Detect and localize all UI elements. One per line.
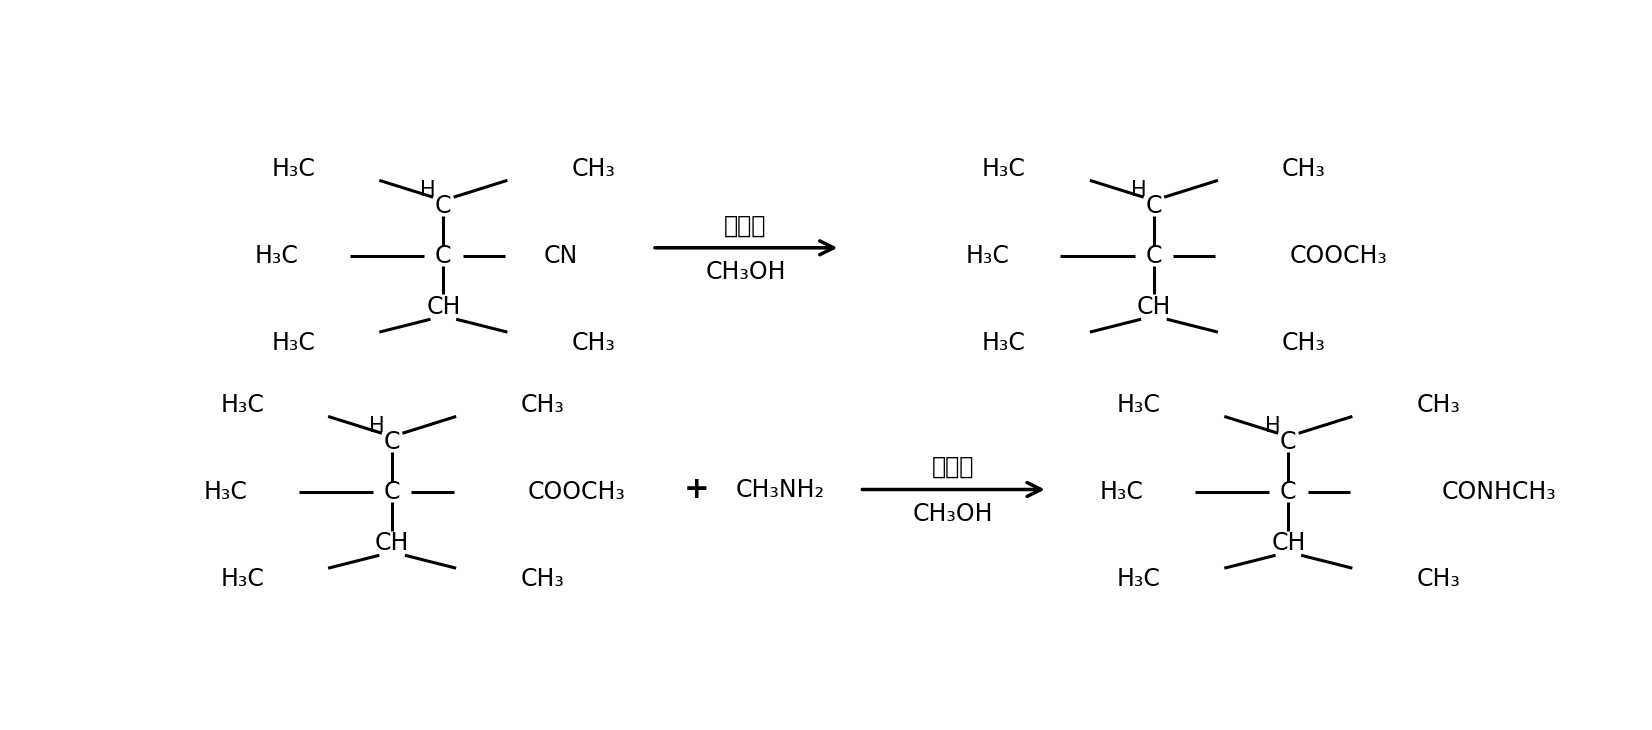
Text: CONHCH₃: CONHCH₃ <box>1442 480 1556 504</box>
Text: COOCH₃: COOCH₃ <box>529 480 626 504</box>
Text: CH₃: CH₃ <box>572 157 615 181</box>
Text: 却化剂: 却化剂 <box>724 213 767 237</box>
Text: CH: CH <box>1137 295 1171 319</box>
Text: H₃C: H₃C <box>1100 480 1143 504</box>
Text: H₃C: H₃C <box>1117 567 1160 591</box>
Text: CH: CH <box>426 295 461 319</box>
Text: CH₃: CH₃ <box>1282 157 1327 181</box>
Text: C: C <box>383 480 400 504</box>
Text: COOCH₃: COOCH₃ <box>1290 245 1388 268</box>
Text: CH₃: CH₃ <box>1282 331 1327 356</box>
Text: 却化剂: 却化剂 <box>932 455 975 479</box>
Text: H: H <box>1265 416 1280 436</box>
Text: CH₃: CH₃ <box>520 567 563 591</box>
Text: CH₃: CH₃ <box>572 331 615 356</box>
Text: C: C <box>1146 245 1161 268</box>
Text: H₃C: H₃C <box>271 157 316 181</box>
Text: H: H <box>420 180 436 200</box>
Text: CH₃OH: CH₃OH <box>705 260 786 284</box>
Text: CH₃: CH₃ <box>520 393 563 417</box>
Text: C: C <box>1146 193 1161 218</box>
Text: H₃C: H₃C <box>254 245 299 268</box>
Text: H₃C: H₃C <box>981 331 1026 356</box>
Text: CH₃NH₂: CH₃NH₂ <box>735 477 824 502</box>
Text: C: C <box>383 430 400 454</box>
Text: C: C <box>434 193 451 218</box>
Text: CN: CN <box>544 245 578 268</box>
Text: H: H <box>1130 180 1146 200</box>
Text: H₃C: H₃C <box>271 331 316 356</box>
Text: C: C <box>1280 480 1297 504</box>
Text: CH₃: CH₃ <box>1416 567 1460 591</box>
Text: H₃C: H₃C <box>1117 393 1160 417</box>
Text: H₃C: H₃C <box>981 157 1026 181</box>
Text: C: C <box>1280 430 1297 454</box>
Text: C: C <box>434 245 451 268</box>
Text: CH: CH <box>1270 531 1305 555</box>
Text: CH: CH <box>375 531 410 555</box>
Text: CH₃OH: CH₃OH <box>912 502 993 526</box>
Text: CH₃: CH₃ <box>1416 393 1460 417</box>
Text: H: H <box>368 416 385 436</box>
Text: +: + <box>684 475 710 504</box>
Text: H₃C: H₃C <box>220 567 264 591</box>
Text: H₃C: H₃C <box>203 480 248 504</box>
Text: H₃C: H₃C <box>220 393 264 417</box>
Text: H₃C: H₃C <box>965 245 1009 268</box>
